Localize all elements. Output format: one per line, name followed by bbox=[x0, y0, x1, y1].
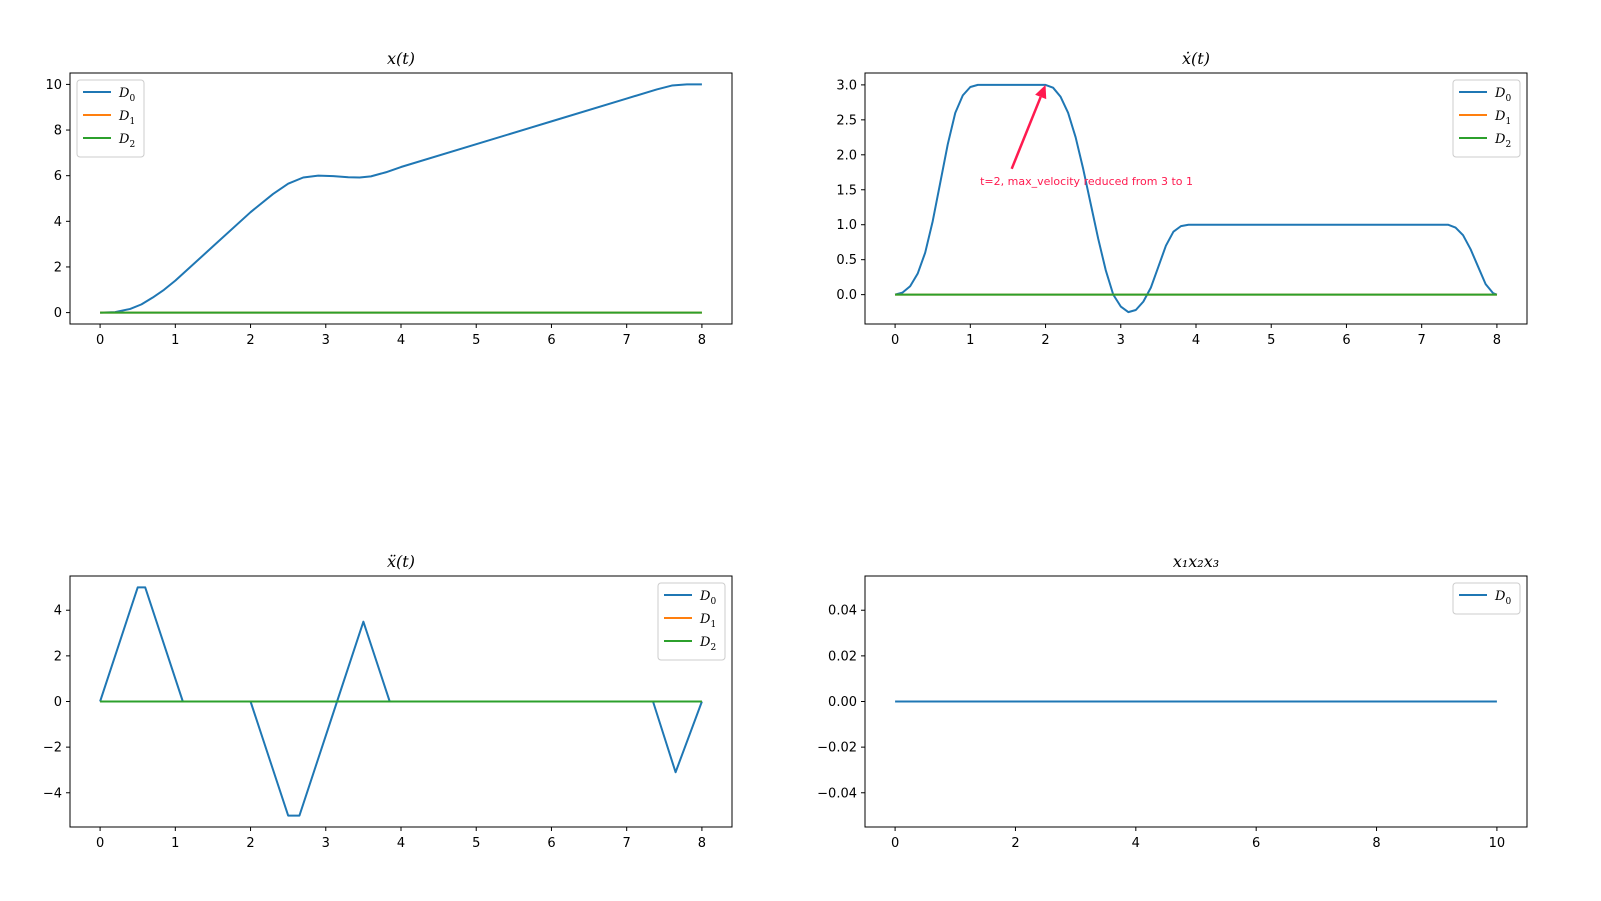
y-tick-label: 2.0 bbox=[836, 148, 857, 163]
x-tick-label: 6 bbox=[547, 333, 555, 348]
y-tick-label: −0.02 bbox=[817, 741, 857, 756]
annotation: t=2, max_velocity reduced from 3 to 1 bbox=[980, 84, 1193, 188]
x-tick-label: 2 bbox=[246, 333, 254, 348]
y-tick-label: 0.0 bbox=[836, 288, 857, 303]
legend-box bbox=[1452, 582, 1521, 615]
x-tick-label: 6 bbox=[547, 836, 555, 851]
x-tick-label: 4 bbox=[1132, 836, 1140, 851]
y-tick-label: 2 bbox=[54, 260, 62, 275]
x-tick-label: 7 bbox=[623, 836, 631, 851]
y-tick-label: 0.04 bbox=[828, 604, 857, 619]
y-tick-label: 1.5 bbox=[836, 183, 857, 198]
axes-frame bbox=[864, 72, 1528, 325]
x-tick-label: 5 bbox=[1267, 333, 1275, 348]
x-tick-label: 3 bbox=[1117, 333, 1125, 348]
x-tick-label: 3 bbox=[322, 836, 330, 851]
y-tick-label: 4 bbox=[54, 215, 62, 230]
subplot-title: ẍ(t) bbox=[387, 552, 415, 571]
x-tick-label: 5 bbox=[472, 333, 480, 348]
y-tick-label: 8 bbox=[54, 124, 62, 139]
x-tick-label: 0 bbox=[891, 333, 899, 348]
x-tick-label: 2 bbox=[1011, 836, 1019, 851]
x-tick-label: 4 bbox=[1192, 333, 1200, 348]
subplot-title: x₁x₂x₃ bbox=[1173, 552, 1219, 571]
legend: D0 bbox=[1452, 582, 1521, 615]
y-tick-label: −0.04 bbox=[817, 786, 857, 801]
y-tick-label: 3.0 bbox=[836, 78, 857, 93]
x-tick-label: 1 bbox=[171, 836, 179, 851]
y-tick-label: 0.02 bbox=[828, 649, 857, 664]
x-tick-label: 5 bbox=[472, 836, 480, 851]
y-tick-label: 1.0 bbox=[836, 218, 857, 233]
x-tick-label: 6 bbox=[1252, 836, 1260, 851]
x-tick-label: 10 bbox=[1489, 836, 1506, 851]
series-line-d0 bbox=[894, 83, 1498, 314]
x-tick-label: 6 bbox=[1342, 333, 1350, 348]
annotation-arrow-shaft bbox=[1010, 96, 1042, 170]
series-group bbox=[894, 83, 1498, 314]
series-group bbox=[99, 586, 703, 817]
x-tick-label: 7 bbox=[623, 333, 631, 348]
x-tick-label: 3 bbox=[322, 333, 330, 348]
y-tick-label: 0.5 bbox=[836, 253, 857, 268]
x-tick-label: 7 bbox=[1418, 333, 1426, 348]
x-tick-label: 4 bbox=[397, 333, 405, 348]
y-tick-label: 0.00 bbox=[828, 695, 857, 710]
y-tick-label: 2.5 bbox=[836, 113, 857, 128]
y-tick-label: 2 bbox=[54, 649, 62, 664]
subplot-1: ẋ(t) 0 1 2 3 4 5 6 7 8 0.0 0.5 1.0 1.5 2.0 2.5 3.0 D0D1D2… bbox=[836, 49, 1528, 348]
x-tick-label: 2 bbox=[246, 836, 254, 851]
y-tick-label: −4 bbox=[43, 786, 62, 801]
y-tick-label: −2 bbox=[43, 741, 62, 756]
y-tick-label: 0 bbox=[54, 695, 62, 710]
x-tick-label: 2 bbox=[1041, 333, 1049, 348]
y-tick-label: 6 bbox=[54, 169, 62, 184]
x-tick-label: 0 bbox=[891, 836, 899, 851]
x-tick-label: 8 bbox=[698, 836, 706, 851]
series-group bbox=[100, 83, 702, 314]
x-tick-label: 0 bbox=[96, 333, 104, 348]
x-tick-label: 8 bbox=[1372, 836, 1380, 851]
x-tick-label: 1 bbox=[171, 333, 179, 348]
y-tick-label: 10 bbox=[45, 78, 62, 93]
x-tick-label: 1 bbox=[966, 333, 974, 348]
x-tick-label: 8 bbox=[698, 333, 706, 348]
y-tick-label: 4 bbox=[54, 604, 62, 619]
x-tick-label: 0 bbox=[96, 836, 104, 851]
annotation-text: t=2, max_velocity reduced from 3 to 1 bbox=[980, 175, 1193, 188]
x-tick-label: 4 bbox=[397, 836, 405, 851]
subplot-title: x(t) bbox=[387, 49, 415, 68]
series-line-d0 bbox=[100, 83, 702, 314]
subplot-title: ẋ(t) bbox=[1182, 49, 1210, 68]
annotation-arrow-head bbox=[1035, 84, 1047, 100]
x-tick-label: 8 bbox=[1493, 333, 1501, 348]
subplot-3: x₁x₂x₃ 0 2 4 6 8 10 −0.04 −0.02 0.00 0.02 0.04 D0 bbox=[817, 552, 1528, 851]
y-tick-label: 0 bbox=[54, 306, 62, 321]
